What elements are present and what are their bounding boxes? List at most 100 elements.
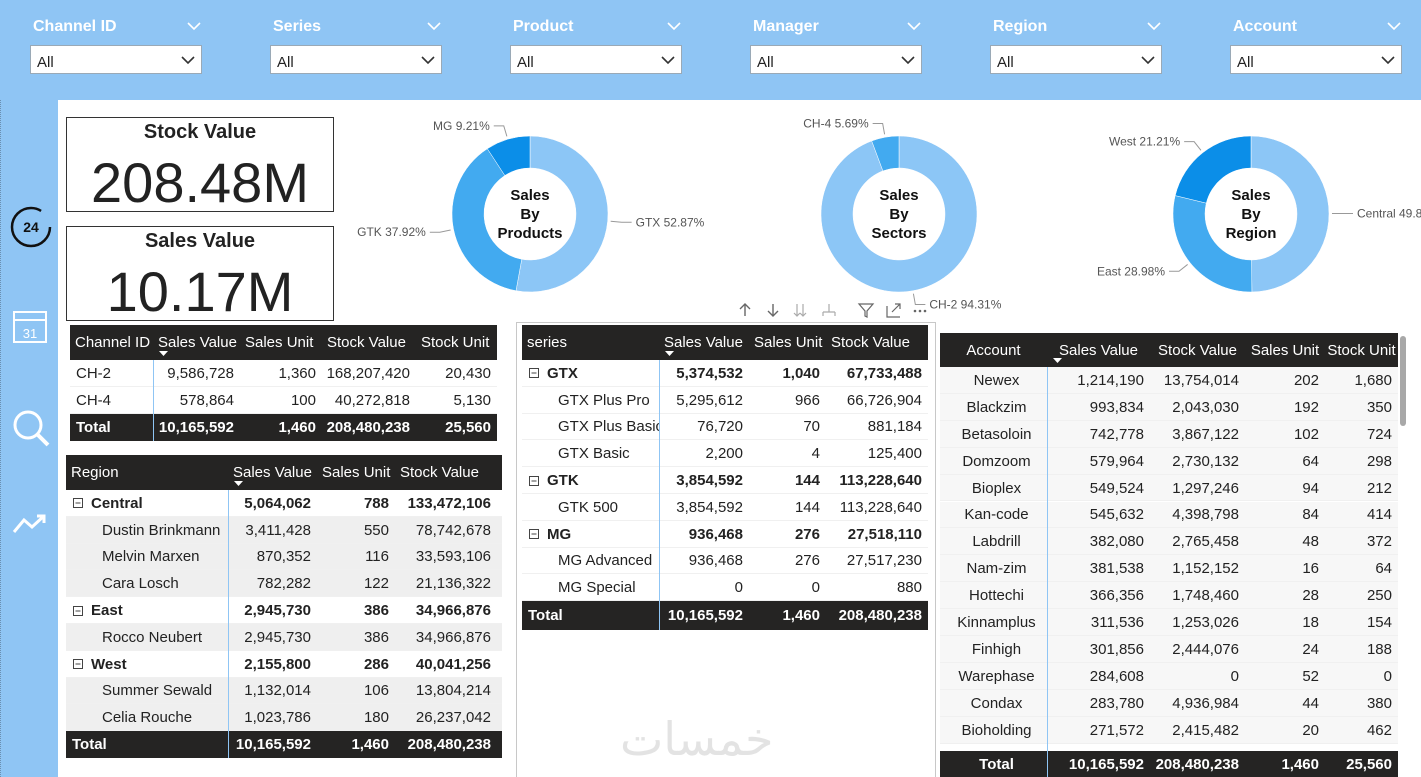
table-cell: Domzoom — [962, 452, 1031, 470]
table-cell: 993,834 — [1089, 398, 1144, 416]
table-row — [940, 689, 1398, 717]
table-cell: 9,586,728 — [167, 365, 234, 382]
table-cell: 33,593,106 — [415, 548, 491, 566]
filter-label: Series — [273, 18, 322, 35]
donut-center-label: Region — [1226, 225, 1277, 242]
table-cell: 1,460 — [351, 736, 389, 754]
filter-dropdown[interactable]: All — [510, 45, 682, 74]
table-cell: 2,155,800 — [244, 655, 311, 673]
collapse-icon — [73, 659, 83, 670]
table-cell: 2,043,030 — [1172, 398, 1239, 416]
table-cell: GTX Plus Pro — [558, 391, 650, 409]
table-cell: 70 — [803, 418, 820, 436]
table-cell: Hottechi — [968, 587, 1025, 605]
chevron — [421, 56, 435, 65]
table-cell: 380 — [1366, 694, 1392, 712]
trend-icon — [12, 514, 46, 533]
table-cell: Kinnamplus — [957, 614, 1036, 632]
table-cell: 76,720 — [697, 418, 743, 436]
header-cell[interactable]: Stock Unit — [1327, 341, 1396, 359]
header-cell[interactable]: Region — [71, 464, 119, 481]
header-cell[interactable]: Sales Value — [233, 464, 312, 481]
table-cell: 4 — [811, 445, 820, 463]
table-row — [940, 393, 1398, 421]
header-cell[interactable]: Stock Value — [1158, 341, 1237, 359]
more-dot — [918, 309, 922, 313]
header-cell[interactable]: Stock Unit — [421, 334, 490, 351]
table-cell: 724 — [1366, 425, 1392, 443]
header-cell[interactable]: Sales Unit — [245, 334, 314, 351]
table-cell: 94 — [1302, 479, 1319, 497]
table-cell: 20 — [1302, 721, 1319, 739]
chevron — [1147, 22, 1161, 31]
filter-dropdown[interactable]: All — [750, 45, 922, 74]
table-cell: 20,430 — [445, 365, 491, 382]
scrollbar[interactable] — [1400, 336, 1406, 426]
filter-dropdown[interactable]: All — [1230, 45, 1402, 74]
collapse-box — [73, 605, 83, 616]
table-row — [70, 360, 497, 387]
table-cell: 386 — [363, 602, 389, 620]
table-cell: 1,460 — [782, 607, 820, 625]
table-row — [66, 543, 502, 571]
table-cell: Blackzim — [966, 398, 1027, 416]
table-cell: GTK 500 — [558, 498, 619, 516]
filter-dropdown[interactable]: All — [30, 45, 202, 74]
kpi-value: 10.17M — [106, 260, 294, 323]
table: Account Sales Value Stock Value Sales Unit S… — [940, 333, 1398, 777]
table-cell: 1,040 — [782, 364, 820, 382]
filter-dropdown[interactable]: All — [270, 45, 442, 74]
table-cell: East — [91, 602, 123, 620]
table-cell: GTX — [547, 364, 578, 382]
sort-arrow — [665, 351, 674, 356]
table-cell: 125,400 — [867, 445, 922, 463]
header-cell[interactable]: S — [497, 455, 502, 490]
more-dot — [913, 309, 917, 313]
table-cell: 84 — [1302, 506, 1319, 524]
filter-value: All — [757, 54, 774, 71]
filter-dropdown[interactable]: All — [990, 45, 1162, 74]
header-cell[interactable]: Sales Value — [1059, 341, 1138, 359]
header-cell[interactable]: series — [527, 334, 568, 351]
table-cell: Total — [76, 419, 111, 436]
table-cell: 2,945,730 — [244, 602, 311, 620]
table-cell: 4,936,984 — [1172, 694, 1239, 712]
table-cell: 276 — [794, 552, 820, 570]
table-row — [940, 582, 1398, 610]
slice-label: MG 9.21% — [433, 119, 490, 133]
table-row — [940, 555, 1398, 583]
header-cell[interactable]: Sales Unit — [322, 464, 391, 481]
kpi-card: Sales Value 10.17M — [66, 226, 334, 323]
table-cell: 2,415,482 — [1172, 721, 1239, 739]
table: series Sales Value Sales Unit Stock Value GT… — [522, 325, 929, 635]
table-cell: 286 — [363, 655, 389, 673]
table-cell: 113,228,640 — [839, 472, 922, 490]
collapse-box — [73, 659, 83, 670]
header-cell[interactable]: Sales Value — [664, 334, 743, 351]
kpi-card: Stock Value 208.48M — [66, 117, 334, 214]
table-cell: 106 — [363, 682, 389, 700]
header-cell[interactable]: Stock Value — [327, 334, 406, 351]
sort-indicator — [1053, 358, 1062, 363]
header-cell[interactable]: Stock Value — [400, 464, 479, 481]
table-header — [940, 333, 1398, 367]
table-cell: 301,856 — [1089, 640, 1144, 658]
header-cell[interactable]: Sales Unit — [754, 334, 823, 351]
table-row — [522, 520, 928, 548]
slice-label: East 28.98% — [1097, 264, 1165, 278]
header-cell[interactable]: Account — [966, 341, 1021, 359]
table-cell: 298 — [1366, 452, 1392, 470]
table-cell: 1,748,460 — [1172, 587, 1239, 605]
header-cell[interactable]: Sales Unit — [1250, 341, 1320, 359]
kpi-title: Sales Value — [144, 230, 256, 252]
filter-icon — [857, 303, 875, 318]
header-cell[interactable]: Stock Value — [831, 334, 910, 351]
header-cell[interactable]: Channel ID — [75, 334, 151, 351]
filter-value: All — [997, 54, 1014, 71]
table-row — [522, 494, 928, 521]
table-cell: 1,253,026 — [1172, 614, 1239, 632]
table-cell: 1,214,190 — [1077, 371, 1144, 389]
header-cell[interactable]: Sales Value — [158, 334, 237, 351]
table-cell: Total — [72, 736, 107, 754]
table-cell: 40,041,256 — [415, 655, 491, 673]
